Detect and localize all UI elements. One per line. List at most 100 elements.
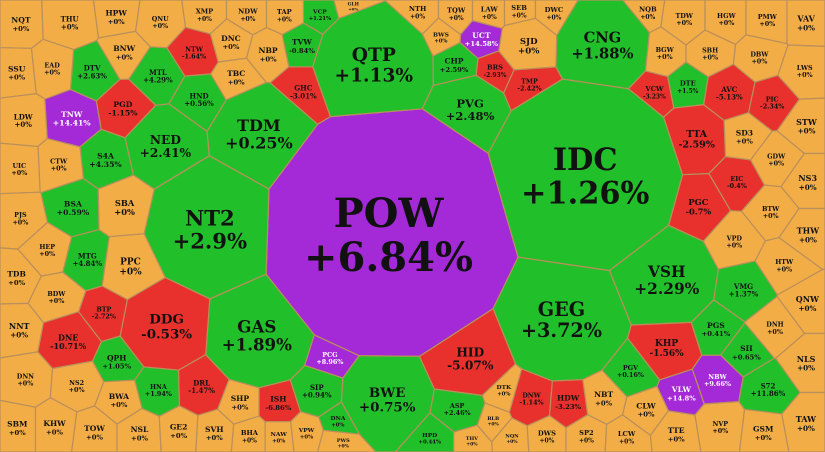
cell-change-dne: -10.71% bbox=[50, 341, 86, 351]
cell-change-law: +0% bbox=[482, 14, 497, 21]
cell-change-dbw: +0% bbox=[751, 57, 767, 65]
cell-code-chp: CHP bbox=[445, 57, 464, 66]
cell-code-taw: TAW bbox=[796, 414, 817, 424]
cell-code-sp2: SP2 bbox=[579, 429, 594, 437]
cell-change-tdb: +0% bbox=[8, 279, 25, 287]
cell-lws[interactable] bbox=[777, 44, 825, 100]
cell-taw[interactable] bbox=[781, 391, 825, 452]
cell-sd3[interactable] bbox=[723, 112, 774, 161]
cell-change-thu: +0% bbox=[61, 22, 79, 31]
cell-change-gdw: +0% bbox=[768, 160, 784, 168]
cell-change-dwc: +0% bbox=[546, 14, 561, 21]
cell-change-mtl: +4.29% bbox=[143, 76, 173, 85]
cell-change-s72: +11.86% bbox=[751, 389, 786, 398]
cell-change-ssu: +0% bbox=[8, 74, 25, 82]
cell-code-mtl: MTL bbox=[149, 68, 167, 77]
cell-change-ish: -6.86% bbox=[265, 404, 291, 412]
cell-code-tdm: TDM bbox=[237, 116, 281, 135]
cell-code-nth: NTH bbox=[409, 5, 427, 13]
cell-change-tdw: +0% bbox=[676, 19, 692, 27]
cell-code-gsm: GSM bbox=[753, 425, 774, 434]
cell-change-tta: -2.59% bbox=[678, 140, 714, 151]
cell-code-tbc: TBC bbox=[227, 69, 245, 78]
cell-change-nls: +0% bbox=[797, 364, 815, 373]
cell-change-naw: +0% bbox=[272, 439, 285, 445]
cell-dtk[interactable] bbox=[481, 363, 523, 414]
cell-nls[interactable] bbox=[774, 332, 825, 394]
cell-change-dnw: -1.14% bbox=[519, 399, 543, 407]
cell-change-uct: +14.58% bbox=[465, 40, 499, 48]
cell-change-sjd: +0% bbox=[518, 47, 539, 57]
cell-change-pow: +6.84% bbox=[304, 234, 473, 281]
cell-change-ndw: +0% bbox=[240, 16, 255, 23]
cell-change-dnc: +0% bbox=[222, 43, 239, 51]
cell-change-sbh: +0% bbox=[702, 54, 718, 62]
cell-code-sd3: SD3 bbox=[736, 128, 753, 137]
cell-code-sba: SBA bbox=[115, 198, 135, 208]
cell-code-bws: BWS bbox=[433, 31, 449, 38]
cell-change-vcp: +1.21% bbox=[309, 16, 331, 22]
cell-change-gas: +1.89% bbox=[222, 335, 292, 355]
cell-change-sp2: +0% bbox=[579, 437, 594, 444]
cell-change-nqb: +0% bbox=[640, 14, 655, 21]
cell-code-pgd: PGD bbox=[113, 100, 132, 109]
cell-code-nbp: NBP bbox=[259, 46, 278, 55]
cell-change-tnw: +14.41% bbox=[53, 118, 92, 127]
cell-change-tap: +0% bbox=[277, 16, 292, 23]
cell-code-eic: EIC bbox=[730, 175, 743, 183]
cell-code-hna: HNA bbox=[150, 383, 168, 391]
cell-code-nbw: NBW bbox=[708, 373, 727, 381]
cell-change-vmg: +1.37% bbox=[729, 290, 759, 299]
cell-code-s72: S72 bbox=[761, 381, 776, 390]
cell-code-uct: UCT bbox=[472, 31, 491, 40]
cell-change-nqt: +0% bbox=[12, 25, 29, 33]
cell-code-sjd: SJD bbox=[520, 37, 538, 47]
cell-code-uic: UIC bbox=[12, 162, 26, 170]
cell-change-dtk: +0% bbox=[497, 392, 510, 398]
cell-code-dnn: DNN bbox=[17, 373, 34, 381]
cell-code-bdw: BDW bbox=[47, 290, 66, 298]
cell-code-law: LAW bbox=[481, 5, 499, 13]
cell-change-hpd: +0.44% bbox=[419, 439, 441, 445]
cell-code-dwc: DWC bbox=[545, 6, 564, 14]
cell-code-nqt: NQT bbox=[11, 16, 31, 25]
cell-code-qph: QPH bbox=[107, 353, 127, 362]
cell-code-tnw: TNW bbox=[61, 110, 83, 119]
cell-code-ead: EAD bbox=[44, 62, 60, 70]
cell-change-dna: +0% bbox=[331, 422, 344, 428]
cell-code-nqn: NQN bbox=[505, 434, 519, 440]
cell-code-thw: THW bbox=[797, 226, 821, 236]
cell-code-vlw: VLW bbox=[671, 385, 692, 394]
cell-code-gas: GAS bbox=[237, 316, 276, 336]
cell-tap[interactable] bbox=[265, 0, 304, 36]
cell-code-khw: KHW bbox=[43, 419, 66, 428]
cell-change-tte: +0% bbox=[668, 435, 685, 443]
cell-change-ned: +2.41% bbox=[140, 146, 192, 160]
cell-code-dna: DNA bbox=[330, 415, 345, 422]
cell-code-tvw: TVW bbox=[292, 38, 313, 47]
cell-change-hgw: +0% bbox=[718, 19, 734, 27]
cell-code-pgs: PGS bbox=[707, 321, 725, 330]
cell-change-thw: +0% bbox=[799, 235, 817, 244]
cell-tbc[interactable] bbox=[209, 57, 268, 101]
cell-bws[interactable] bbox=[421, 17, 462, 57]
cell-bnw[interactable] bbox=[96, 30, 151, 80]
cell-code-btw: BTW bbox=[762, 205, 780, 213]
cell-tmp[interactable] bbox=[503, 66, 564, 112]
cell-dwc[interactable] bbox=[534, 0, 579, 37]
cell-change-tvw: -0.84% bbox=[289, 47, 315, 55]
cell-tqw[interactable] bbox=[437, 0, 474, 36]
cell-pws[interactable] bbox=[316, 429, 377, 452]
cell-code-vsh: VSH bbox=[647, 263, 686, 281]
cell-change-sd3: +0% bbox=[736, 138, 753, 146]
cell-change-lws: +0% bbox=[797, 71, 813, 79]
cell-law[interactable] bbox=[471, 0, 506, 29]
cell-code-bgw: BGW bbox=[656, 46, 675, 54]
cell-brs[interactable] bbox=[475, 50, 515, 94]
cell-code-blb: BLB bbox=[487, 416, 499, 422]
cell-change-bha: +0% bbox=[242, 438, 257, 445]
cell-code-clw: CLW bbox=[636, 401, 656, 410]
cell-change-ge2: +0% bbox=[170, 432, 187, 440]
cell-change-sbm: +0% bbox=[9, 429, 26, 437]
